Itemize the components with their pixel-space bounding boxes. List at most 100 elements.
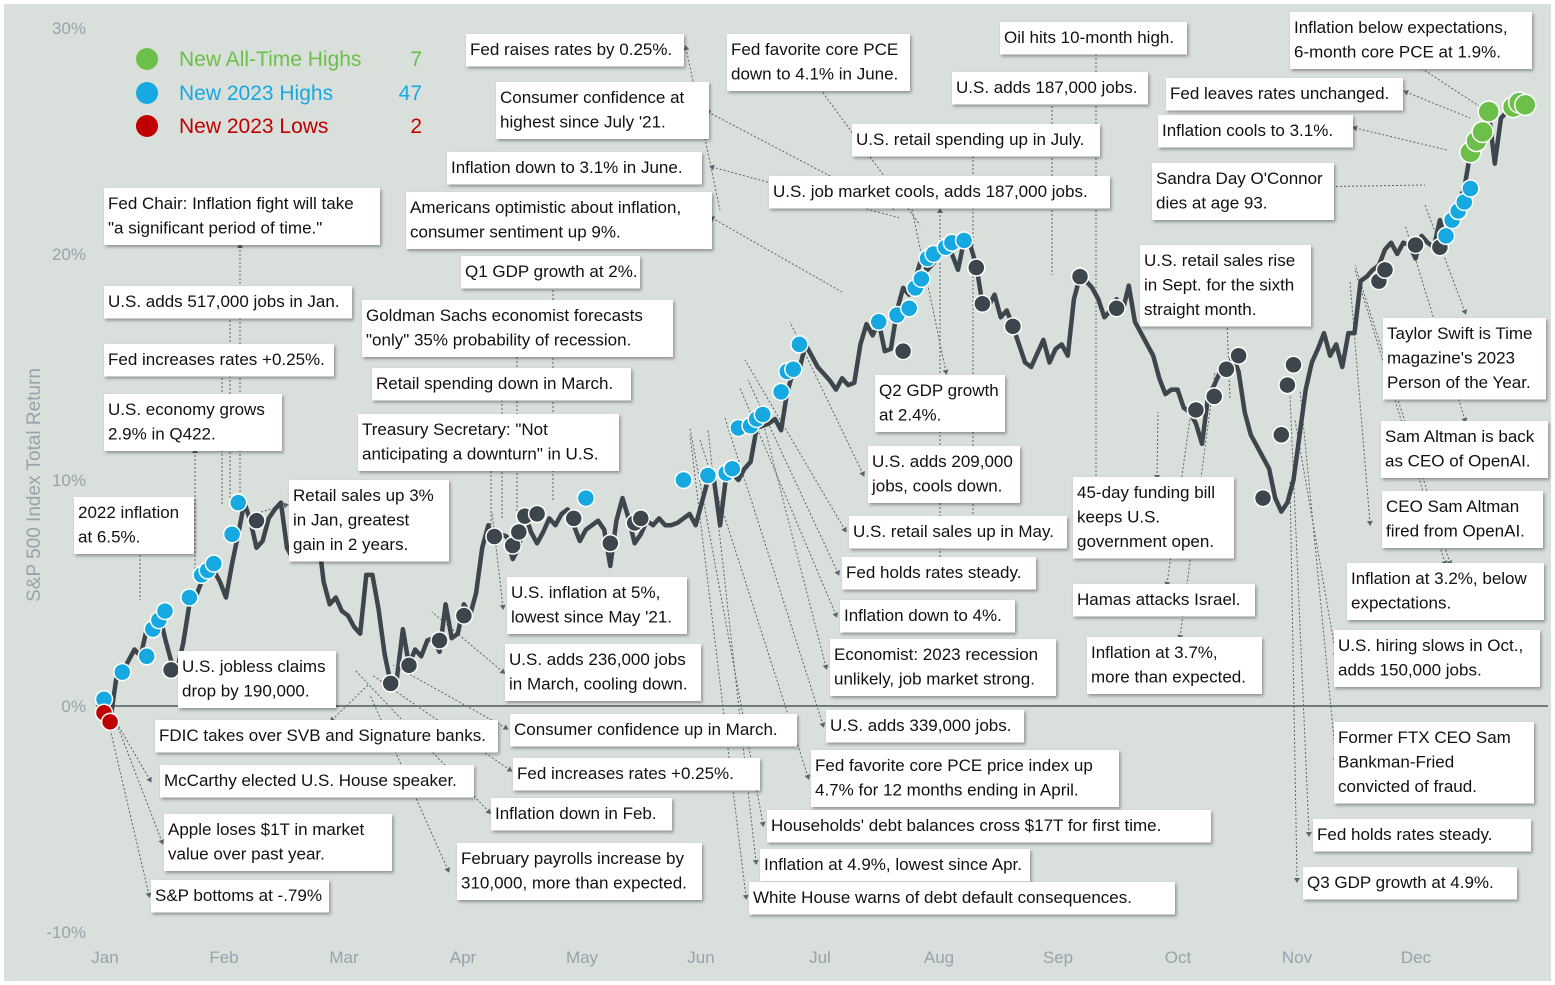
data-point [1272, 425, 1291, 445]
annotation-text: Sam Altman is back [1385, 427, 1535, 446]
annotation-text: Consumer confidence at [500, 88, 685, 107]
y-tick-label: 10% [52, 471, 86, 490]
annotation-text: U.S. adds 517,000 jobs in Jan. [108, 292, 340, 311]
leader-arrowhead [1461, 309, 1468, 315]
leader-line [707, 111, 896, 211]
annotation-text: U.S. job market cools, adds 187,000 jobs… [773, 182, 1088, 201]
annotation-text: straight month. [1144, 300, 1256, 319]
annotation: Sandra Day O'Connor dies at age 93. [1152, 163, 1334, 220]
new-2023-high-point [228, 493, 248, 512]
leader-line [685, 47, 721, 211]
leader-arrowhead [499, 668, 506, 674]
leader-arrowhead [832, 611, 838, 618]
leader-arrowhead [444, 866, 450, 873]
annotation-text: Consumer confidence up in March. [514, 720, 778, 739]
data-point [1406, 235, 1425, 255]
annotation-text: in Sept. for the sixth [1144, 276, 1294, 295]
x-tick-label: Dec [1401, 948, 1432, 967]
legend: New All-Time Highs 7 New 2023 Highs 47 New 2… [136, 48, 422, 138]
annotation: U.S. adds 187,000 jobs. [952, 72, 1148, 105]
data-point [381, 674, 400, 693]
annotation: Inflation below expectations, 6-month cor… [1290, 12, 1532, 69]
annotation-box [155, 720, 498, 753]
legend-label: New 2023 Lows [179, 115, 328, 138]
annotation-text: unlikely, job market strong. [834, 670, 1035, 689]
annotation-box [849, 516, 1067, 549]
annotation: Fed holds rates steady. [842, 557, 1036, 590]
legend-count: 47 [399, 82, 422, 105]
leader-arrowhead [683, 45, 690, 51]
leader-arrowhead [709, 164, 715, 171]
annotation-box [372, 368, 631, 401]
annotation-box [1382, 491, 1543, 548]
annotation-box [1303, 867, 1517, 900]
data-point [973, 294, 992, 313]
annotation-text: U.S. jobless claims [182, 657, 326, 676]
annotation-box [769, 176, 1110, 209]
annotation-text: gain in 2 years. [293, 535, 408, 554]
annotation: Households' debt balances cross $17T for… [767, 810, 1211, 843]
leader-arrowhead [1305, 831, 1312, 837]
annotation-text: Former FTX CEO Sam [1338, 728, 1511, 747]
annotation-text: Inflation at 3.7%, [1091, 643, 1218, 662]
new-2023-high-point [899, 298, 919, 318]
annotation: U.S. economy grows 2.9% in Q422. [104, 394, 282, 451]
annotation-text: 2.9% in Q422. [108, 425, 216, 444]
annotation-text: dies at age 93. [1156, 194, 1268, 213]
legend-swatch [136, 48, 158, 70]
annotation-text: Q1 GDP growth at 2%. [465, 262, 638, 281]
annotation-box [362, 300, 673, 357]
annotation: CEO Sam Altman fired from OpenAI. [1382, 491, 1543, 548]
annotation-text: jobs, cools down. [871, 477, 1002, 496]
leader-line [1354, 269, 1446, 564]
annotation: Inflation at 3.2%, below expectations. [1347, 563, 1544, 620]
annotation-text: Oil hits 10-month high. [1004, 28, 1174, 47]
new-2023-high-point [698, 466, 718, 485]
annotation-text: down to 4.1% in June. [731, 65, 898, 84]
y-tick-label: 20% [52, 245, 86, 264]
annotation-box [952, 72, 1148, 105]
annotation-text: U.S. adds 209,000 [872, 452, 1013, 471]
data-point [485, 527, 504, 546]
annotation-text: keeps U.S. [1077, 508, 1160, 527]
x-tick-label: Mar [329, 948, 359, 967]
data-point [1253, 488, 1273, 508]
annotation: Retail spending down in March. [372, 368, 631, 401]
data-point [1229, 346, 1248, 365]
annotation: U.S. adds 339,000 jobs. [826, 710, 1024, 743]
annotation: S&P bottoms at -.79% [151, 880, 329, 913]
x-tick-label: Jan [91, 948, 118, 967]
annotation-box [104, 286, 352, 319]
leader-line [689, 427, 764, 825]
annotation: Fed increases rates +0.25%. [104, 344, 334, 377]
leader-line [1405, 91, 1471, 119]
annotation-box [104, 394, 282, 451]
leader-arrowhead [499, 604, 506, 610]
x-tick-label: Apr [450, 948, 477, 967]
new-2023-high-point [869, 312, 888, 332]
leader-arrowhead [819, 722, 826, 728]
annotation-box [1158, 115, 1353, 148]
leader-arrowhead [158, 839, 165, 845]
x-tick-label: Feb [209, 948, 238, 967]
data-point [454, 606, 474, 625]
annotation-text: Fed increases rates +0.25%. [517, 764, 734, 783]
annotation: Inflation cools to 3.1%. [1158, 115, 1353, 148]
annotation-text: Fed favorite core PCE [731, 40, 898, 59]
annotation-box [1290, 12, 1532, 69]
annotation: Fed Chair: Inflation fight will take "a s… [104, 188, 380, 245]
annotation: Inflation at 3.7%, more than expected. [1087, 637, 1262, 694]
annotation-text: Person of the Year. [1387, 373, 1531, 392]
leader-arrowhead [1352, 125, 1358, 132]
annotation-box [406, 192, 712, 249]
data-point [564, 509, 583, 528]
annotation-text: Inflation below expectations, [1294, 18, 1508, 37]
annotation: Americans optimistic about inflation, con… [406, 192, 712, 249]
annotation: U.S. retail sales rise in Sept. for the s… [1140, 245, 1311, 327]
annotation-text: consumer sentiment up 9%. [410, 223, 621, 242]
new-2023-high-point [137, 647, 156, 666]
annotation: Former FTX CEO Sam Bankman-Fried convicted… [1334, 722, 1534, 804]
annotation-box [840, 600, 1015, 633]
annotation-text: Q3 GDP growth at 4.9%. [1307, 873, 1494, 892]
